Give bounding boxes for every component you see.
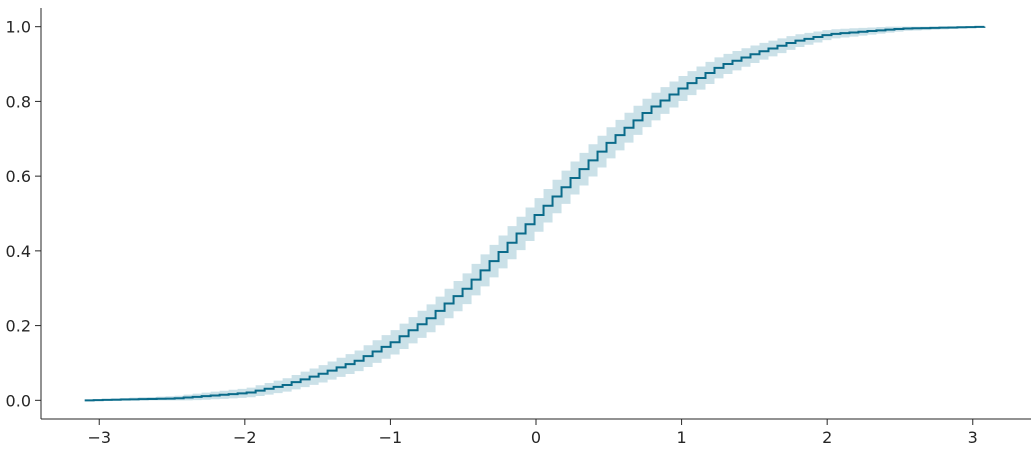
y-tick-label: 0.8 — [6, 92, 31, 111]
x-tick-label: −2 — [233, 428, 257, 447]
x-tick-label: 2 — [822, 428, 832, 447]
x-tick-label: 3 — [968, 428, 978, 447]
x-tick-label: 0 — [531, 428, 541, 447]
ecdf-series — [84, 25, 986, 402]
confidence-band-area — [84, 26, 985, 401]
y-tick-label: 0.0 — [6, 391, 31, 410]
y-tick-label: 0.6 — [6, 167, 31, 186]
y-tick-label: 1.0 — [6, 18, 31, 37]
axes: −3 −2 −1 0 1 2 3 0.0 0.2 0.4 0.6 0.8 1.0 — [6, 8, 1031, 447]
x-tick-label: −1 — [379, 428, 403, 447]
y-tick-label: 0.2 — [6, 317, 31, 336]
ecdf-line — [84, 25, 986, 402]
x-tick-label: −3 — [87, 428, 111, 447]
x-tick-label: 1 — [676, 428, 686, 447]
confidence-band — [84, 26, 985, 401]
y-tick-label: 0.4 — [6, 242, 31, 261]
